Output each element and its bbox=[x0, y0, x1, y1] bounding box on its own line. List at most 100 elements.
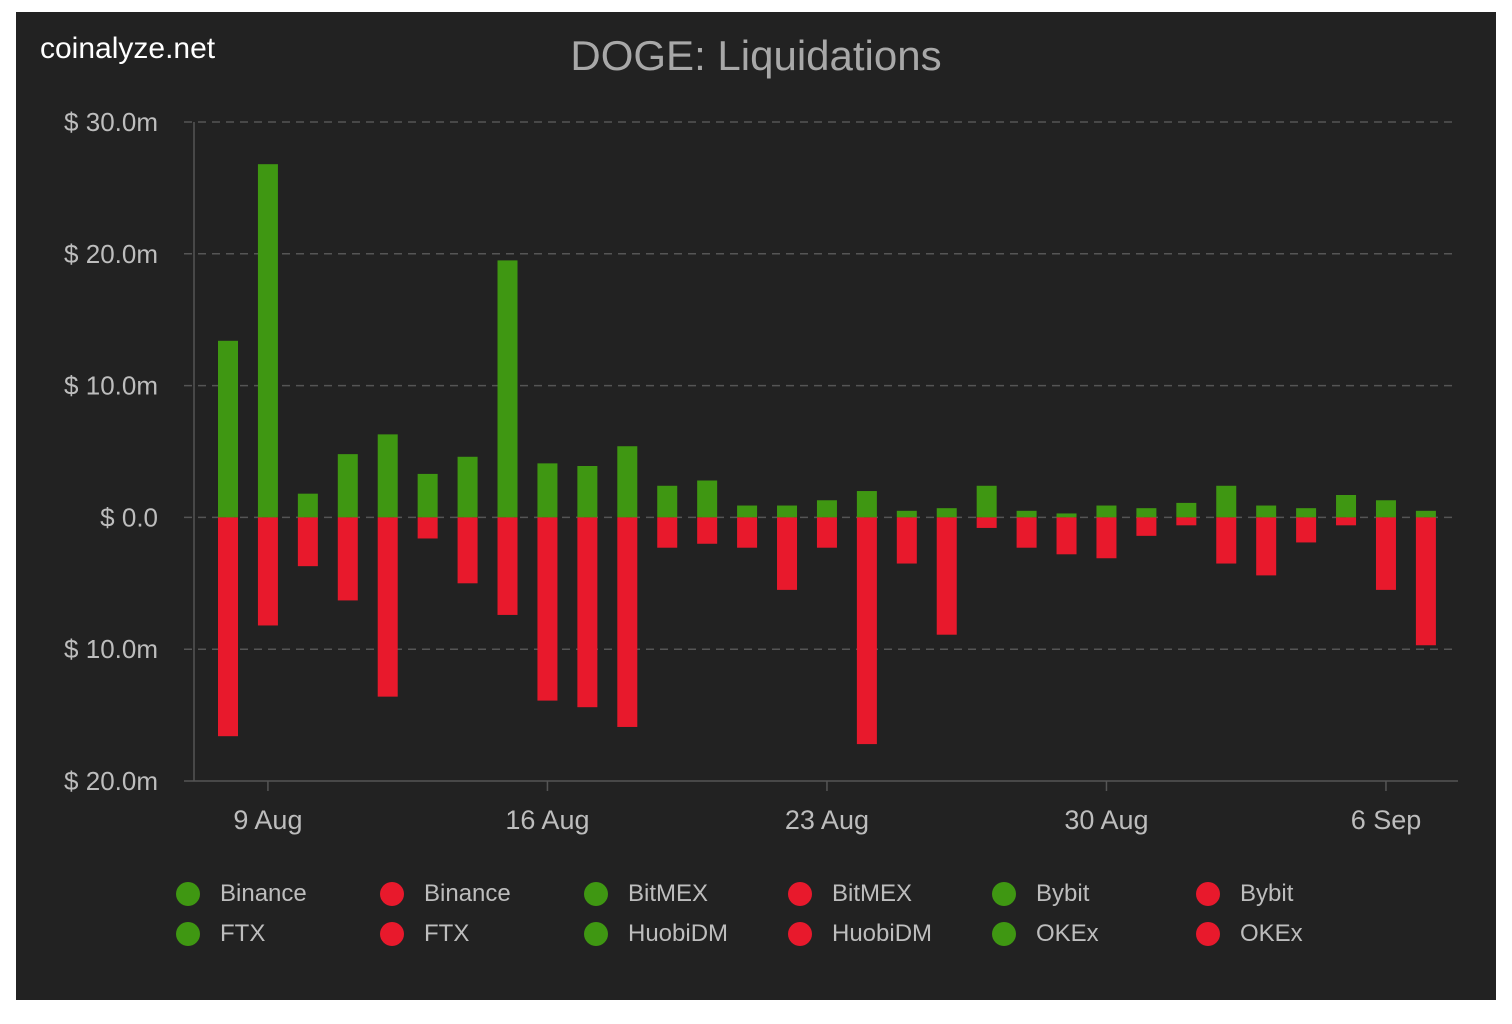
short-liquidation-bar[interactable] bbox=[657, 517, 678, 548]
long-liquidation-bar[interactable] bbox=[1056, 513, 1077, 518]
legend-item[interactable]: Binance bbox=[176, 880, 307, 908]
long-liquidation-bar[interactable] bbox=[1216, 485, 1237, 518]
legend-item[interactable]: BitMEX bbox=[584, 880, 708, 908]
legend-dot-icon bbox=[176, 882, 200, 906]
legend-label: OKEx bbox=[1036, 920, 1099, 947]
long-liquidation-bar[interactable] bbox=[1176, 502, 1197, 518]
legend-dot-icon bbox=[176, 922, 200, 946]
legend-dot-icon bbox=[380, 922, 404, 946]
long-liquidation-bar[interactable] bbox=[1415, 510, 1436, 518]
legend-item[interactable]: Bybit bbox=[1196, 880, 1293, 908]
short-liquidation-bar[interactable] bbox=[1176, 517, 1197, 526]
long-liquidation-bar[interactable] bbox=[976, 485, 997, 518]
legend-label: HuobiDM bbox=[628, 920, 729, 947]
short-liquidation-bar[interactable] bbox=[1296, 517, 1317, 543]
long-liquidation-bar[interactable] bbox=[1136, 508, 1157, 518]
legend-item[interactable]: Bybit bbox=[992, 880, 1089, 908]
short-liquidation-bar[interactable] bbox=[1016, 517, 1037, 548]
legend-dot-icon bbox=[1196, 882, 1220, 906]
legend-label: FTX bbox=[424, 920, 470, 947]
liquidations-chart: $ 30.0m $ 20.0m $ 10.0m $ 0.0 $ 10.0m $ 20.0m… bbox=[64, 32, 1458, 835]
short-liquidation-bar[interactable] bbox=[896, 517, 917, 564]
long-liquidation-bar[interactable] bbox=[1336, 494, 1357, 518]
x-tick-label: 9 Aug bbox=[233, 805, 302, 835]
short-liquidation-bar[interactable] bbox=[976, 517, 997, 528]
long-liquidation-bar[interactable] bbox=[497, 260, 518, 518]
legend-item[interactable]: HuobiDM bbox=[584, 920, 728, 948]
short-liquidation-bar[interactable] bbox=[1375, 517, 1396, 590]
long-liquidation-bar[interactable] bbox=[257, 164, 278, 518]
long-liquidation-bar[interactable] bbox=[537, 463, 558, 518]
short-liquidation-bar[interactable] bbox=[417, 517, 438, 539]
short-liquidation-bar[interactable] bbox=[816, 517, 837, 548]
legend-dot-icon bbox=[584, 882, 608, 906]
legend-dot-icon bbox=[992, 882, 1016, 906]
legend-item[interactable]: FTX bbox=[176, 920, 265, 948]
legend-item[interactable]: OKEx bbox=[1196, 920, 1303, 948]
long-liquidation-bar[interactable] bbox=[1375, 500, 1396, 518]
short-liquidation-bar[interactable] bbox=[936, 517, 957, 635]
y-tick-label: $ 20.0m bbox=[64, 239, 158, 269]
long-liquidation-bar[interactable] bbox=[657, 485, 678, 518]
short-liquidation-bar[interactable] bbox=[1256, 517, 1277, 576]
long-liquidation-bar[interactable] bbox=[896, 510, 917, 518]
long-liquidation-bar[interactable] bbox=[417, 473, 438, 518]
short-liquidation-bar[interactable] bbox=[1336, 517, 1357, 526]
legend-label: OKEx bbox=[1240, 920, 1303, 947]
chart-panel: $ 30.0m $ 20.0m $ 10.0m $ 0.0 $ 10.0m $ 20.0m… bbox=[16, 12, 1496, 1000]
short-liquidation-bar[interactable] bbox=[377, 517, 398, 697]
long-liquidation-bar[interactable] bbox=[1296, 508, 1317, 518]
x-tick-label: 6 Sep bbox=[1351, 805, 1422, 835]
short-liquidation-bar[interactable] bbox=[1096, 517, 1117, 559]
short-liquidation-bar[interactable] bbox=[617, 517, 638, 727]
legend-label: Bybit bbox=[1036, 880, 1090, 907]
long-liquidation-bar[interactable] bbox=[377, 434, 398, 518]
short-liquidation-bar[interactable] bbox=[1415, 517, 1436, 646]
y-tick-label: $ 10.0m bbox=[64, 634, 158, 664]
long-liquidation-bar[interactable] bbox=[936, 508, 957, 518]
long-liquidation-bar[interactable] bbox=[1256, 505, 1277, 518]
short-liquidation-bar[interactable] bbox=[1056, 517, 1077, 555]
legend-label: BitMEX bbox=[628, 880, 709, 907]
long-liquidation-bar[interactable] bbox=[816, 500, 837, 518]
long-liquidation-bar[interactable] bbox=[617, 446, 638, 518]
short-liquidation-bar[interactable] bbox=[457, 517, 478, 584]
short-liquidation-bar[interactable] bbox=[297, 517, 318, 567]
long-liquidation-bar[interactable] bbox=[856, 491, 877, 518]
legend-dot-icon bbox=[788, 922, 812, 946]
short-liquidation-bar[interactable] bbox=[697, 517, 718, 544]
long-liquidation-bar[interactable] bbox=[697, 480, 718, 518]
legend-label: FTX bbox=[220, 920, 266, 947]
short-liquidation-bar[interactable] bbox=[337, 517, 358, 601]
short-liquidation-bar[interactable] bbox=[1136, 517, 1157, 536]
x-tick-label: 23 Aug bbox=[785, 805, 869, 835]
legend-item[interactable]: HuobiDM bbox=[788, 920, 932, 948]
legend-item[interactable]: OKEx bbox=[992, 920, 1099, 948]
short-liquidation-bar[interactable] bbox=[218, 517, 238, 737]
long-liquidation-bar[interactable] bbox=[1096, 505, 1117, 518]
short-liquidation-bar[interactable] bbox=[777, 517, 798, 590]
legend-item[interactable]: BitMEX bbox=[788, 880, 912, 908]
long-liquidation-bar[interactable] bbox=[457, 456, 478, 518]
long-liquidation-bar[interactable] bbox=[297, 493, 318, 518]
legend-item[interactable]: FTX bbox=[380, 920, 469, 948]
legend-label: HuobiDM bbox=[832, 920, 933, 947]
long-liquidation-bar[interactable] bbox=[577, 465, 598, 518]
long-liquidation-bar[interactable] bbox=[737, 505, 758, 518]
long-liquidation-bar[interactable] bbox=[777, 505, 798, 518]
long-liquidation-bar[interactable] bbox=[1016, 510, 1037, 518]
short-liquidation-bar[interactable] bbox=[497, 517, 518, 615]
short-liquidation-bar[interactable] bbox=[1216, 517, 1237, 564]
short-liquidation-bar[interactable] bbox=[537, 517, 558, 701]
x-tick-label: 30 Aug bbox=[1064, 805, 1148, 835]
short-liquidation-bar[interactable] bbox=[257, 517, 278, 626]
legend-item[interactable]: Binance bbox=[380, 880, 511, 908]
short-liquidation-bar[interactable] bbox=[856, 517, 877, 745]
short-liquidation-bar[interactable] bbox=[577, 517, 598, 708]
bars bbox=[218, 164, 1436, 745]
legend-dot-icon bbox=[1196, 922, 1220, 946]
long-liquidation-bar[interactable] bbox=[337, 454, 358, 518]
long-liquidation-bar[interactable] bbox=[218, 340, 238, 518]
y-tick-label: $ 0.0 bbox=[100, 502, 158, 532]
short-liquidation-bar[interactable] bbox=[737, 517, 758, 548]
